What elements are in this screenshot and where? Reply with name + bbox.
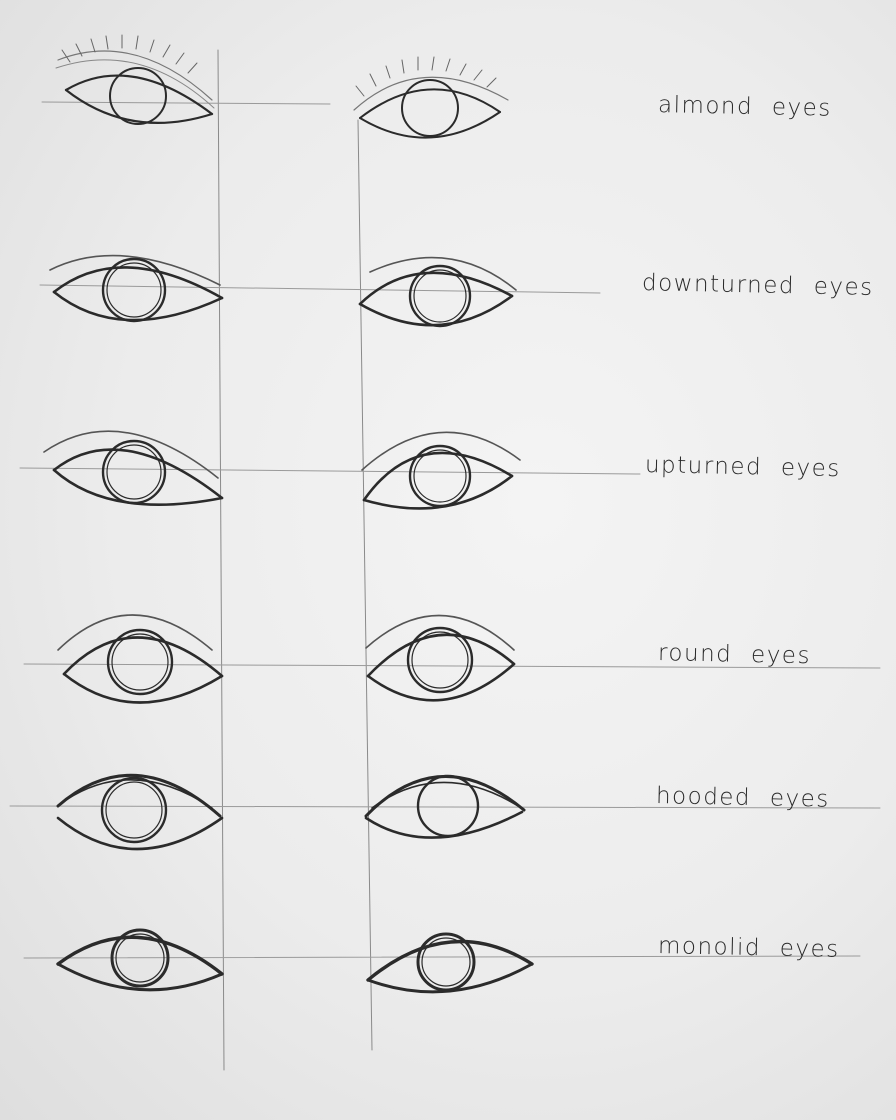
upturned-right-eye (361, 431, 521, 510)
hooded-eyes-row (9, 773, 881, 851)
label-downturned-eyes: downturned eyes (641, 270, 874, 301)
almond-right-eye (353, 56, 509, 139)
label-round-eyes: round eyes (657, 640, 812, 670)
label-monolid-eyes: monolid eyes (657, 933, 840, 963)
upturned-left-eye (43, 430, 224, 506)
monolid-eyes-row (23, 928, 861, 994)
label-upturned-eyes: upturned eyes (644, 452, 842, 483)
upturned-eyes-row (19, 430, 641, 510)
round-eyes-row (23, 614, 881, 704)
round-left-eye (57, 614, 224, 704)
almond-eyes-row (41, 34, 509, 139)
monolid-left-eye (56, 928, 224, 992)
almond-left-eye (55, 34, 215, 125)
hooded-left-eye (56, 773, 224, 851)
vertical-guide-lines (217, 49, 373, 1071)
round-right-eye (365, 614, 516, 702)
label-almond-eyes: almond eyes (657, 92, 833, 122)
hooded-right-eye (364, 774, 526, 839)
monolid-right-eye (366, 932, 534, 994)
downturned-left-eye (49, 254, 224, 323)
downturned-eyes-row (39, 254, 601, 328)
downturned-right-eye (358, 256, 517, 328)
label-hooded-eyes: hooded eyes (655, 783, 831, 813)
